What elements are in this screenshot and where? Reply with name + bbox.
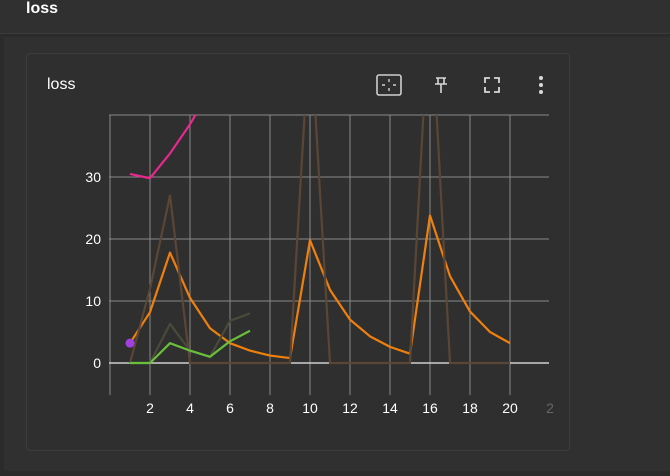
series-marker[interactable] [125, 338, 135, 348]
more-vert-icon-svg [539, 76, 543, 94]
x-tick-label: 8 [266, 400, 274, 416]
series-line-1[interactable] [128, 0, 510, 365]
x-tick-label: 2 [546, 400, 554, 416]
chart-series [125, 0, 511, 365]
bottom-strip [0, 471, 670, 476]
y-tick-label: 20 [85, 231, 101, 247]
chart-card: loss [26, 53, 570, 451]
y-tick-label: 0 [93, 355, 101, 371]
x-tick-label: 18 [462, 400, 478, 416]
y-tick-label: 10 [85, 293, 101, 309]
card-title: loss [47, 76, 76, 93]
fit-domain-icon[interactable] [376, 72, 402, 98]
pin-icon[interactable] [428, 72, 454, 98]
fullscreen-icon-svg [484, 77, 500, 93]
y-tick-label: 30 [85, 169, 101, 185]
series-line-2[interactable] [129, 90, 210, 180]
y-tick-labels: 0 10 20 30 40 [85, 111, 101, 371]
fit-domain-icon-svg [376, 74, 402, 96]
x-tick-label: 12 [342, 400, 358, 416]
fullscreen-icon[interactable] [479, 72, 505, 98]
series-line-4[interactable] [130, 329, 251, 365]
x-tick-label: 6 [226, 400, 234, 416]
y-tick-label: 40 [89, 111, 101, 123]
top-header: loss [0, 0, 670, 34]
pin-icon-svg [435, 77, 447, 93]
x-tick-label: 14 [382, 400, 398, 416]
x-tick-label: 2 [146, 400, 154, 416]
x-tick-labels: 2 4 6 8 10 12 14 16 18 20 2 [146, 400, 554, 416]
x-tick-label: 16 [422, 400, 438, 416]
series-line-0[interactable] [129, 214, 511, 360]
x-tick-label: 4 [186, 400, 194, 416]
x-tick-label: 20 [502, 400, 518, 416]
header-title: loss [26, 0, 59, 17]
more-vert-icon[interactable] [528, 72, 554, 98]
x-tick-label: 10 [302, 400, 318, 416]
